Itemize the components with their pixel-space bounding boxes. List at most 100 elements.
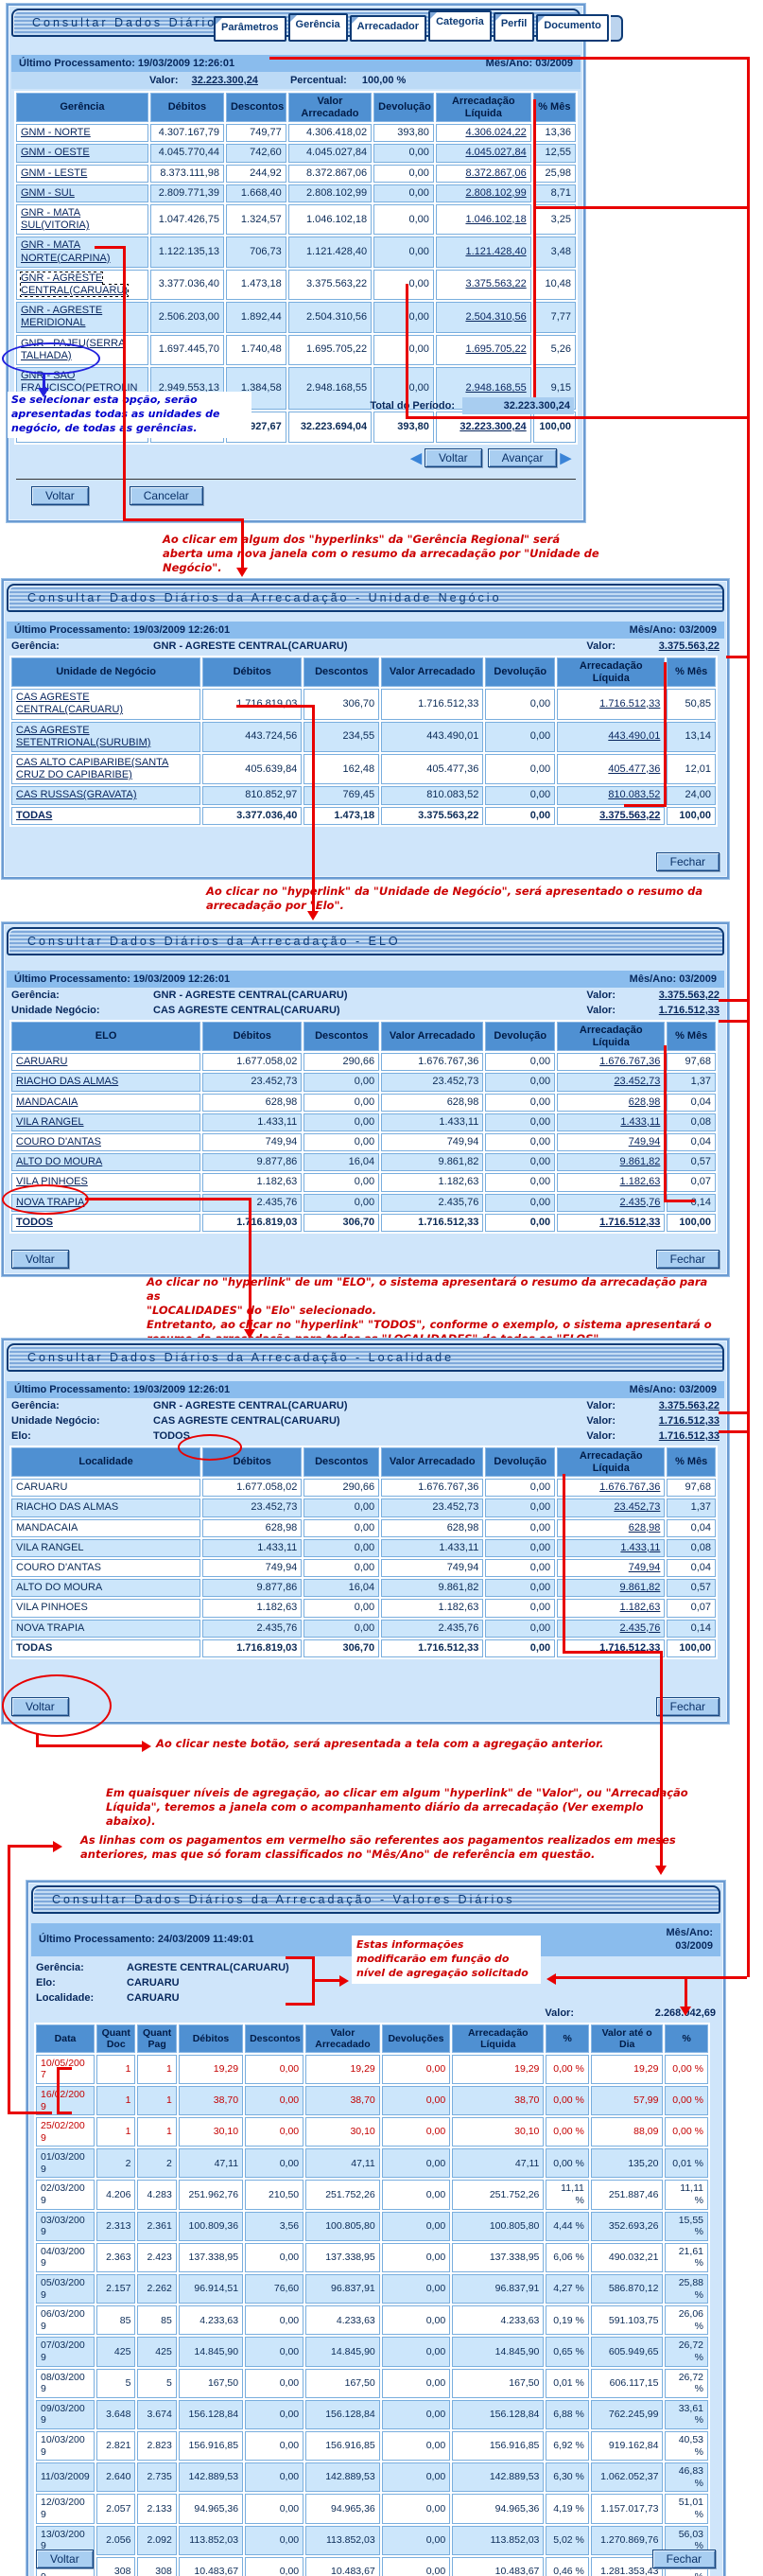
fechar-button[interactable]: Fechar bbox=[655, 1250, 720, 1269]
cell-link[interactable]: 9.861,82 bbox=[557, 1153, 666, 1172]
voltar-page-button[interactable]: Voltar bbox=[424, 448, 482, 467]
cell-link[interactable]: 8.372.867,06 bbox=[435, 164, 531, 183]
tab-gerencia[interactable]: Gerência bbox=[287, 13, 348, 42]
cell: 0,00 bbox=[245, 2399, 304, 2429]
cell-link[interactable]: 3.375.563,22 bbox=[435, 269, 531, 301]
tab-categoria[interactable]: Categoria bbox=[428, 10, 492, 42]
valor-link[interactable]: 1.716.512,33 bbox=[658, 1415, 720, 1427]
cell-link[interactable]: GNR - AGRESTE CENTRAL(CARUARU) bbox=[16, 269, 148, 301]
cell: 2.823 bbox=[137, 2430, 177, 2462]
cell-link[interactable]: GNM - OESTE bbox=[16, 144, 148, 163]
cell: 03/03/2009 bbox=[36, 2211, 95, 2241]
cell-link[interactable]: 4.306.024,22 bbox=[435, 124, 531, 143]
valor-link[interactable]: 3.375.563,22 bbox=[658, 640, 720, 652]
gerencia-label: Gerência: bbox=[11, 990, 60, 1001]
valor-link[interactable]: 3.375.563,22 bbox=[658, 990, 720, 1001]
cell-link[interactable]: CAS AGRESTE CENTRAL(CARUARU) bbox=[11, 689, 201, 720]
cell-link[interactable]: ALTO DO MOURA bbox=[11, 1153, 201, 1172]
valor-link[interactable]: 1.716.512,33 bbox=[658, 1005, 720, 1016]
valor-link[interactable]: 3.375.563,22 bbox=[658, 1400, 720, 1411]
voltar-button[interactable]: Voltar bbox=[11, 1250, 69, 1269]
cell-link[interactable]: GNM - NORTE bbox=[16, 124, 148, 143]
cell: 50,85 bbox=[667, 689, 716, 720]
cell-link[interactable]: 2.435,76 bbox=[557, 1193, 666, 1212]
table-row: 05/03/2009 2.157 2.262 96.914,51 76,60 96.837… bbox=[36, 2274, 708, 2304]
cell-link[interactable]: 2.504.310,56 bbox=[435, 302, 531, 333]
cell-link[interactable]: GNR - MATA NORTE(CARPINA) bbox=[16, 237, 148, 268]
cell-link[interactable]: RIACHO DAS ALMAS bbox=[11, 1073, 201, 1092]
cell-link[interactable]: 1.046.102,18 bbox=[435, 204, 531, 236]
cell-link[interactable]: 405.477,36 bbox=[557, 754, 666, 785]
cell-link[interactable]: 2.808.102,99 bbox=[435, 184, 531, 203]
tab-parametros[interactable]: Parâmetros bbox=[214, 16, 286, 42]
cell: 1.062.052,37 bbox=[590, 2462, 664, 2493]
cell: 3.648 bbox=[96, 2399, 136, 2429]
cell-link[interactable]: GNR - MATA SUL(VITORIA) bbox=[16, 204, 148, 236]
voltar-button[interactable]: Voltar bbox=[36, 2550, 94, 2568]
valor-link[interactable]: 32.223.300,24 bbox=[191, 75, 258, 86]
cell-link[interactable]: 1.676.767,36 bbox=[557, 1053, 666, 1072]
cell-link[interactable]: TODAS bbox=[11, 806, 201, 825]
fechar-button[interactable]: Fechar bbox=[651, 2550, 716, 2568]
cell-link[interactable]: GNR - AGRESTE MERIDIONAL bbox=[16, 302, 148, 333]
cell-link[interactable]: 749,94 bbox=[557, 1559, 666, 1578]
cell-link[interactable]: 1.121.428,40 bbox=[435, 237, 531, 268]
cell: 244,92 bbox=[225, 164, 286, 183]
cell-link[interactable]: CAS ALTO CAPIBARIBE(SANTA CRUZ DO CAPIBA… bbox=[11, 754, 201, 785]
prev-arrow-icon[interactable]: ◀ bbox=[410, 450, 422, 466]
cell-link[interactable]: 23.452,73 bbox=[557, 1498, 666, 1517]
tab-arrecadador[interactable]: Arrecadador bbox=[349, 15, 427, 42]
voltar-button[interactable]: Voltar bbox=[31, 486, 89, 505]
fechar-button[interactable]: Fechar bbox=[655, 1697, 720, 1716]
cell: 1 bbox=[96, 2085, 136, 2116]
cell: 30,10 bbox=[178, 2117, 244, 2147]
table-row: GNR - PAJEU(SERRA TALHADA) 1.697.445,70 1.… bbox=[16, 334, 576, 365]
cell-link[interactable]: 1.716.512,33 bbox=[557, 1213, 666, 1232]
cell-link[interactable]: VILA RANGEL bbox=[11, 1113, 201, 1132]
table-row: VILA RANGEL 1.433,11 0,00 1.433,11 0,00 1.433… bbox=[11, 1538, 716, 1558]
cell-link[interactable]: 9.861,82 bbox=[557, 1579, 666, 1598]
cell-link[interactable]: 23.452,73 bbox=[557, 1073, 666, 1092]
cell-link[interactable]: CAS AGRESTE SETENTRIONAL(SURUBIM) bbox=[11, 721, 201, 753]
cell-link[interactable]: 4.045.027,84 bbox=[435, 144, 531, 163]
cell: 4,19 % bbox=[546, 2494, 589, 2524]
cell: 51,01 % bbox=[665, 2494, 708, 2524]
cancelar-button[interactable]: Cancelar bbox=[129, 486, 203, 505]
fechar-button[interactable]: Fechar bbox=[655, 852, 720, 871]
tab-documento[interactable]: Documento bbox=[536, 14, 609, 42]
cell-link[interactable]: 628,98 bbox=[557, 1518, 666, 1537]
cell: 586.870,12 bbox=[590, 2274, 664, 2304]
cell: 2.423 bbox=[137, 2242, 177, 2273]
cell-link[interactable]: CARUARU bbox=[11, 1053, 201, 1072]
cell-link[interactable]: 3.375.563,22 bbox=[557, 806, 666, 825]
cell-link[interactable]: 2.435,76 bbox=[557, 1619, 666, 1638]
cell-link[interactable]: GNM - SUL bbox=[16, 184, 148, 203]
unidade-table: Unidade de Negócio Débitos Descontos Valor … bbox=[9, 656, 718, 827]
cell-link[interactable]: 1.676.767,36 bbox=[557, 1479, 666, 1498]
connector-line bbox=[8, 1845, 53, 1848]
cell-link[interactable]: CAS RUSSAS(GRAVATA) bbox=[11, 786, 201, 805]
cell: 4.233,63 bbox=[305, 2305, 380, 2336]
cell-link[interactable]: 1.433,11 bbox=[557, 1113, 666, 1132]
cell: 425 bbox=[96, 2337, 136, 2367]
cell-link[interactable]: 628,98 bbox=[557, 1093, 666, 1112]
cell-link[interactable]: MANDACAIA bbox=[11, 1093, 201, 1112]
cell-link[interactable]: 1.695.705,22 bbox=[435, 334, 531, 365]
cell-link[interactable]: 1.182,63 bbox=[557, 1173, 666, 1192]
cell-link[interactable]: 1.716.512,33 bbox=[557, 1638, 666, 1657]
cell-link[interactable]: COURO D'ANTAS bbox=[11, 1133, 201, 1152]
cell-link[interactable]: 1.433,11 bbox=[557, 1538, 666, 1558]
next-arrow-icon[interactable]: ▶ bbox=[560, 450, 571, 466]
avancar-page-button[interactable]: Avançar bbox=[487, 448, 558, 467]
cell-link[interactable]: GNM - LESTE bbox=[16, 164, 148, 183]
tab-perfil[interactable]: Perfil bbox=[493, 12, 535, 42]
cell-link[interactable]: TODOS bbox=[11, 1213, 201, 1232]
cell-link[interactable]: 1.182,63 bbox=[557, 1599, 666, 1618]
cell-link[interactable]: 1.716.512,33 bbox=[557, 689, 666, 720]
window-titlebar: Consultar Dados Diários da Arrecadação -… bbox=[7, 1343, 724, 1372]
cell-link[interactable]: 443.490,01 bbox=[557, 721, 666, 753]
cell-link[interactable]: 810.083,52 bbox=[557, 786, 666, 805]
cell-link[interactable]: 749,94 bbox=[557, 1133, 666, 1152]
valor-link[interactable]: 1.716.512,33 bbox=[658, 1430, 720, 1442]
table-row: 06/03/2009 85 85 4.233,63 0,00 4.233,63 0,00 4.… bbox=[36, 2305, 708, 2336]
